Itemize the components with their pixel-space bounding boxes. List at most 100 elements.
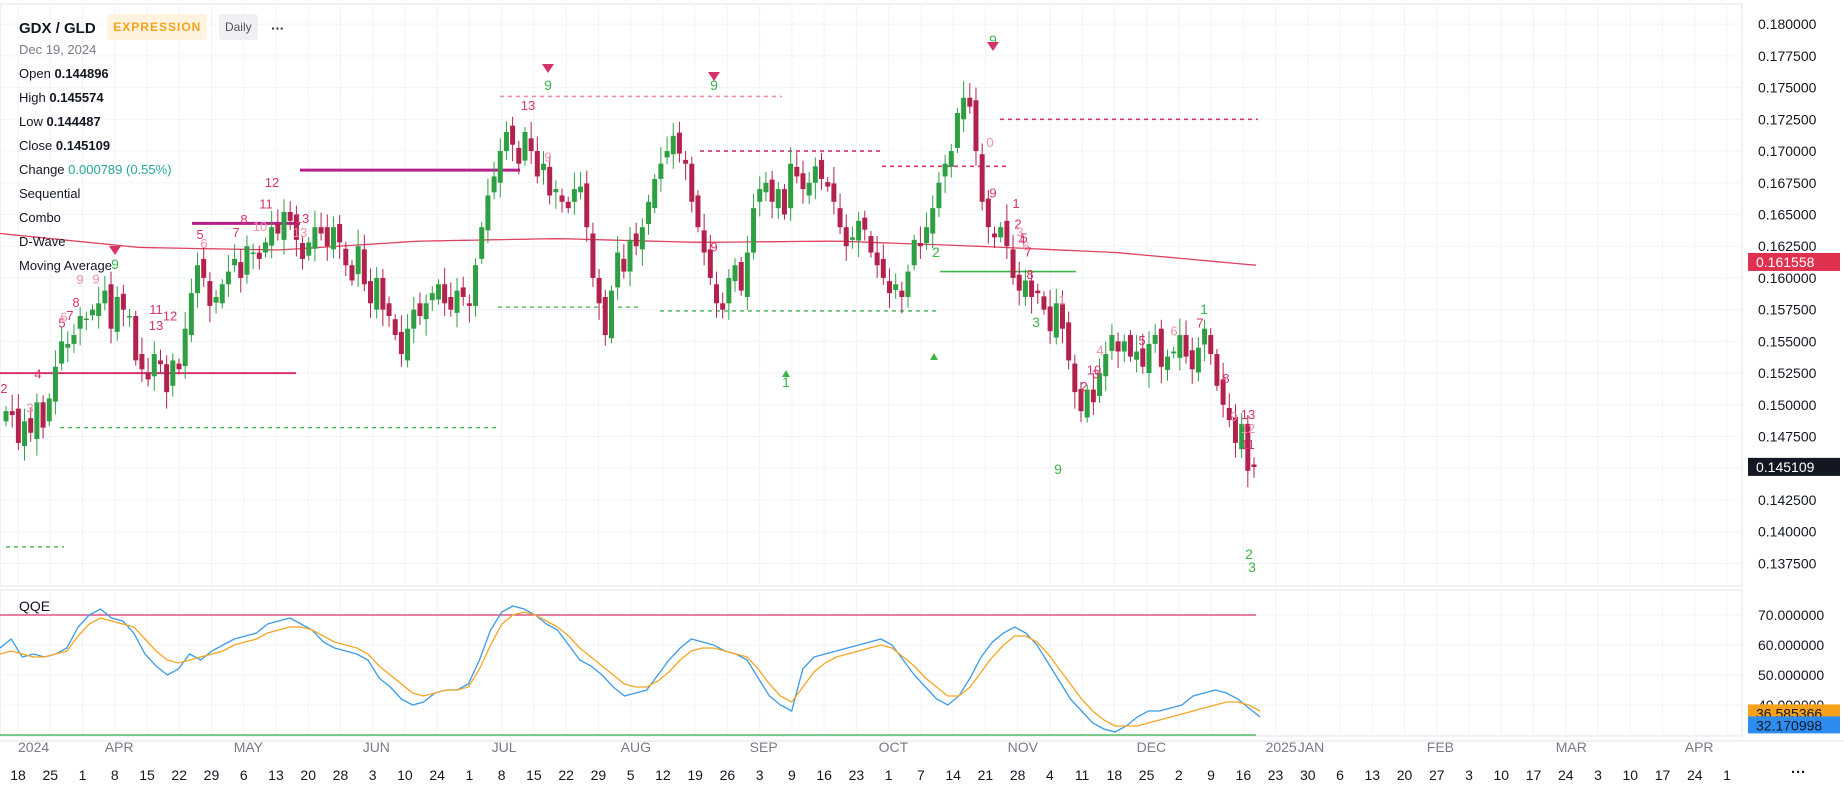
candle-body bbox=[639, 227, 645, 250]
candle-body bbox=[306, 242, 312, 256]
sell-signal-triangle bbox=[542, 64, 554, 73]
sequential-sell-label: 10 bbox=[1087, 362, 1101, 377]
candle bbox=[763, 171, 769, 202]
legend: GDX / GLD EXPRESSION Daily ··· Dec 19, 2… bbox=[19, 14, 284, 278]
sequential-buy-label: 9 bbox=[111, 256, 119, 272]
candle-body bbox=[65, 343, 71, 348]
candle-body bbox=[374, 277, 380, 310]
sequential-sell-label: 11 bbox=[149, 302, 163, 317]
indicator-dwave[interactable]: D-Wave bbox=[19, 234, 66, 249]
y-tick-label: 0.137500 bbox=[1758, 555, 1817, 571]
symbol-title[interactable]: GDX / GLD bbox=[19, 20, 96, 37]
candle bbox=[1115, 332, 1121, 369]
candle bbox=[337, 215, 343, 259]
candle-body bbox=[1097, 373, 1103, 396]
sequential-sell-label: 13 bbox=[1241, 407, 1255, 422]
time-axis-more-icon[interactable]: ··· bbox=[1791, 764, 1806, 781]
candle-body bbox=[460, 287, 466, 297]
interval-badge[interactable]: Daily bbox=[218, 14, 258, 40]
candle-body bbox=[269, 227, 275, 246]
candle bbox=[720, 292, 726, 319]
candle bbox=[571, 172, 577, 215]
y-tick-label: 0.150000 bbox=[1758, 397, 1817, 413]
candle bbox=[503, 121, 509, 160]
candle-body bbox=[751, 208, 757, 253]
candle-body bbox=[596, 277, 602, 304]
candle-body bbox=[954, 112, 960, 148]
candle bbox=[744, 236, 750, 310]
candle bbox=[1041, 291, 1047, 315]
candle-body bbox=[454, 290, 460, 313]
x-day-label: 28 bbox=[1010, 767, 1026, 783]
qqe-title[interactable]: QQE bbox=[19, 598, 51, 614]
indicator-combo[interactable]: Combo bbox=[19, 210, 61, 225]
candle bbox=[127, 309, 133, 327]
sequential-sell-label: 4 bbox=[1096, 343, 1103, 358]
candle-body bbox=[788, 163, 794, 209]
sequential-sell-label: 13 bbox=[295, 211, 309, 226]
candle bbox=[948, 144, 954, 178]
candle-body bbox=[528, 138, 534, 152]
candle bbox=[287, 201, 293, 230]
x-month-label: OCT bbox=[879, 739, 909, 755]
sell-signal-triangle bbox=[708, 72, 720, 81]
candle-body bbox=[324, 227, 330, 247]
candle bbox=[1251, 457, 1257, 478]
candle-body bbox=[633, 233, 639, 247]
x-month-label: 2025 bbox=[1266, 739, 1297, 755]
candle-body bbox=[368, 281, 374, 304]
y-tick-label: 0.142500 bbox=[1758, 492, 1817, 508]
candle-body bbox=[232, 258, 238, 266]
candle bbox=[954, 107, 960, 153]
indicator-moving-average[interactable]: Moving Average bbox=[19, 258, 112, 273]
candle-body bbox=[534, 151, 540, 177]
candle bbox=[775, 182, 781, 219]
candle-body bbox=[343, 248, 349, 266]
candle bbox=[1195, 336, 1201, 382]
candle bbox=[695, 190, 701, 233]
candle bbox=[256, 245, 262, 270]
candle bbox=[1109, 324, 1115, 360]
candle-body bbox=[1146, 343, 1152, 374]
candle bbox=[361, 234, 367, 292]
candle bbox=[553, 180, 559, 209]
candle-body bbox=[448, 296, 454, 310]
candle-body bbox=[1084, 389, 1090, 418]
candle-body bbox=[726, 277, 732, 304]
candle bbox=[732, 258, 738, 292]
indicator-sequential[interactable]: Sequential bbox=[19, 186, 81, 201]
candle-body bbox=[1059, 303, 1065, 329]
candle bbox=[207, 272, 213, 323]
candle bbox=[1022, 269, 1028, 306]
close-label: Close bbox=[19, 138, 53, 153]
candle-body bbox=[1109, 335, 1115, 351]
candle bbox=[232, 244, 238, 273]
x-day-label: 10 bbox=[1622, 767, 1638, 783]
candle-body bbox=[22, 421, 28, 447]
candle bbox=[491, 161, 497, 200]
candle bbox=[15, 394, 21, 450]
candle-body bbox=[157, 360, 163, 365]
candle bbox=[448, 282, 454, 317]
x-month-label: SEP bbox=[750, 739, 778, 755]
candle bbox=[639, 218, 645, 266]
candle bbox=[942, 154, 948, 193]
more-icon[interactable]: ··· bbox=[271, 21, 285, 36]
candle bbox=[757, 176, 763, 217]
y-tick-label: 0.177500 bbox=[1758, 48, 1817, 64]
candle-body bbox=[1072, 363, 1078, 393]
sequential-sell-label: 8 bbox=[240, 212, 247, 227]
candle bbox=[102, 276, 108, 311]
candle-body bbox=[417, 303, 423, 316]
candle-body bbox=[849, 237, 855, 240]
candle-body bbox=[664, 151, 670, 158]
sequential-sell-label: 2 bbox=[1014, 217, 1021, 232]
candle bbox=[701, 213, 707, 266]
x-day-label: 18 bbox=[10, 767, 26, 783]
candle bbox=[1010, 234, 1016, 285]
candle-body bbox=[1115, 341, 1121, 352]
low-label: Low bbox=[19, 114, 43, 129]
candle-body bbox=[1177, 335, 1183, 358]
candle bbox=[312, 210, 318, 262]
